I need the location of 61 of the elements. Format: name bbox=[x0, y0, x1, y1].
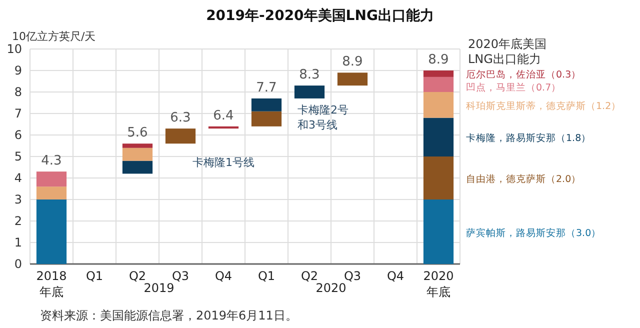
annotation: 8.3 bbox=[299, 68, 320, 83]
x-tick-label: Q3 bbox=[172, 269, 190, 283]
text: 2019 bbox=[144, 280, 174, 295]
series-label: 厄尔巴岛，佐治亚（0.3） bbox=[466, 68, 582, 81]
bar bbox=[251, 98, 282, 112]
annotation: 卡梅隆1号线 bbox=[192, 156, 254, 170]
bar bbox=[122, 148, 153, 161]
y-tick-label: 9 bbox=[14, 64, 22, 78]
series-label: 卡梅隆，路易斯安那（1.8） bbox=[466, 132, 592, 144]
x-tick-label: Q1 bbox=[86, 269, 104, 283]
chart-title: 2019年-2020年美国LNG出口能力 bbox=[206, 7, 434, 24]
annotation: 6.4 bbox=[213, 108, 234, 124]
y-tick-label: 5 bbox=[14, 150, 22, 164]
bar bbox=[423, 118, 454, 156]
bar bbox=[423, 92, 454, 118]
bar bbox=[294, 86, 325, 98]
y-tick-label: 10 bbox=[6, 42, 22, 56]
x-tick-label: 2020 年底 bbox=[423, 269, 454, 299]
series-label: 科珀斯克里斯蒂，德克萨斯（1.2） bbox=[466, 100, 622, 112]
x-tick-label: Q2 bbox=[128, 269, 146, 283]
bar bbox=[122, 144, 153, 148]
text: 2020 bbox=[316, 280, 346, 295]
x-tick-label: Q3 bbox=[344, 269, 362, 283]
series-label: 凹点，马里兰（0.7） bbox=[466, 82, 562, 94]
annotation: 卡梅隆2号和3号线 bbox=[298, 104, 348, 132]
bar bbox=[36, 172, 67, 187]
x-tick-label: Q4 bbox=[214, 269, 232, 283]
bar bbox=[423, 200, 454, 264]
text: 资料来源：美国能源信息署，2019年6月11日。 bbox=[40, 308, 298, 322]
y-tick-label: 1 bbox=[14, 236, 22, 250]
y-tick-label: 2 bbox=[14, 214, 22, 228]
x-tick-label: Q2 bbox=[300, 269, 318, 283]
x-tick-label: 2018 年底 bbox=[36, 269, 67, 299]
bar bbox=[208, 126, 239, 129]
bar bbox=[423, 156, 454, 200]
annotation: 8.9 bbox=[342, 54, 363, 70]
y-tick-label: 4 bbox=[14, 171, 22, 185]
annotation: 8.9 bbox=[428, 52, 449, 68]
bar bbox=[337, 72, 368, 86]
x-tick-label: Q4 bbox=[386, 269, 404, 283]
y-tick-label: 3 bbox=[14, 192, 22, 206]
series-label: 自由港，德克萨斯（2.0） bbox=[466, 173, 582, 185]
bar bbox=[251, 111, 282, 126]
bar bbox=[36, 186, 67, 200]
bar bbox=[122, 160, 153, 174]
annotation: 6.3 bbox=[170, 110, 191, 126]
y-tick-label: 0 bbox=[14, 257, 22, 271]
annotation: 7.7 bbox=[256, 80, 277, 96]
y-tick-label: 6 bbox=[14, 128, 22, 142]
y-tick-label: 7 bbox=[14, 106, 22, 120]
x-tick-label: Q1 bbox=[258, 269, 276, 283]
bar bbox=[423, 70, 454, 77]
y-axis-title: 10亿立方英尺/天 bbox=[12, 30, 96, 43]
annotation: 4.3 bbox=[41, 154, 62, 169]
bar bbox=[165, 128, 196, 144]
bar bbox=[423, 76, 454, 92]
y-tick-label: 8 bbox=[14, 85, 22, 99]
bar bbox=[36, 200, 67, 264]
annotation: 5.6 bbox=[127, 126, 148, 141]
legend-title: 2020年底美国 LNG出口能力 bbox=[468, 37, 547, 66]
series-label: 萨宾帕斯，路易斯安那（3.0） bbox=[466, 226, 602, 239]
